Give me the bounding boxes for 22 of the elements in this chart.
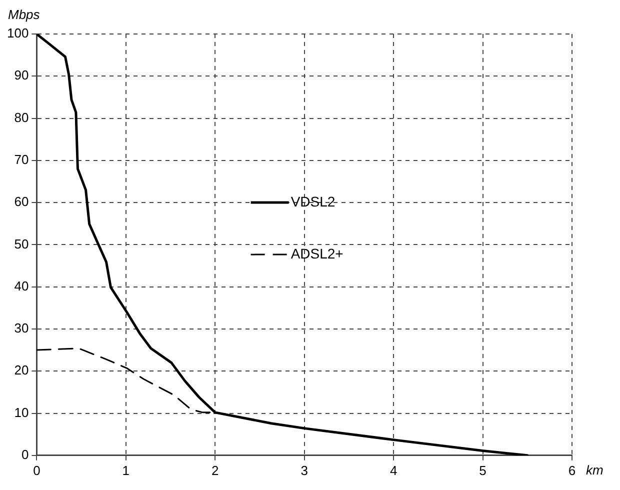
- x-axis-title: km: [586, 462, 604, 478]
- y-tick-label: 40: [14, 278, 29, 294]
- y-tick-label: 70: [14, 152, 29, 167]
- legend-label: ADSL2+: [290, 245, 344, 262]
- x-tick-label: 0: [33, 462, 40, 478]
- y-tick-label: 10: [14, 404, 29, 420]
- y-tick-label: 0: [21, 446, 29, 462]
- x-tick-label: 5: [479, 462, 486, 478]
- y-axis-title: Mbps: [8, 7, 40, 22]
- x-tick-label: 2: [212, 462, 219, 478]
- x-tick-label: 6: [568, 462, 576, 478]
- x-tick-label: 3: [300, 462, 308, 478]
- x-tick-label: 4: [390, 462, 398, 478]
- y-tick-label: 90: [14, 68, 29, 83]
- legend-label: VDSL2: [290, 193, 336, 210]
- y-tick-label: 50: [14, 236, 29, 252]
- x-tick-label: 1: [122, 462, 130, 478]
- y-tick-label: 80: [14, 110, 29, 125]
- y-tick-label: 20: [14, 362, 29, 378]
- y-tick-label: 60: [14, 194, 29, 210]
- y-tick-label: 30: [14, 320, 29, 336]
- y-tick-label: 100: [6, 26, 29, 41]
